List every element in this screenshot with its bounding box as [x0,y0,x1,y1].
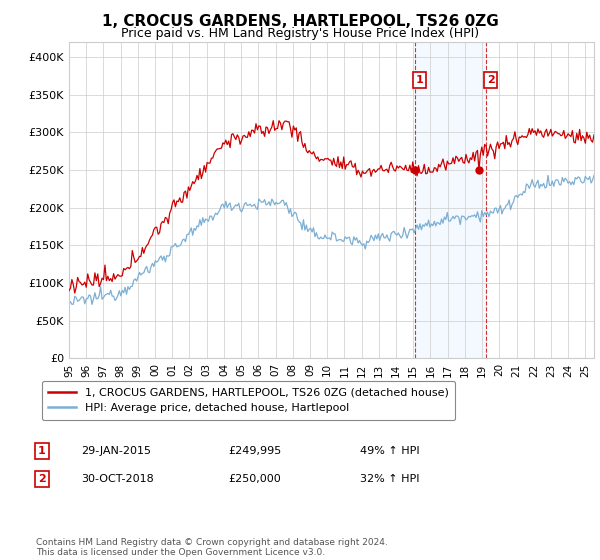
Text: 1, CROCUS GARDENS, HARTLEPOOL, TS26 0ZG: 1, CROCUS GARDENS, HARTLEPOOL, TS26 0ZG [101,14,499,29]
Text: £249,995: £249,995 [228,446,281,456]
Text: 30-OCT-2018: 30-OCT-2018 [81,474,154,484]
Text: 49% ↑ HPI: 49% ↑ HPI [360,446,419,456]
Text: 1: 1 [38,446,46,456]
Text: Contains HM Land Registry data © Crown copyright and database right 2024.
This d: Contains HM Land Registry data © Crown c… [36,538,388,557]
Text: £250,000: £250,000 [228,474,281,484]
Text: 2: 2 [38,474,46,484]
Text: Price paid vs. HM Land Registry's House Price Index (HPI): Price paid vs. HM Land Registry's House … [121,27,479,40]
Bar [415,42,485,358]
Text: 1: 1 [416,75,424,85]
Text: 32% ↑ HPI: 32% ↑ HPI [360,474,419,484]
Text: 2: 2 [487,75,494,85]
Text: 29-JAN-2015: 29-JAN-2015 [81,446,151,456]
Legend: 1, CROCUS GARDENS, HARTLEPOOL, TS26 0ZG (detached house), HPI: Average price, de: 1, CROCUS GARDENS, HARTLEPOOL, TS26 0ZG … [41,381,455,420]
